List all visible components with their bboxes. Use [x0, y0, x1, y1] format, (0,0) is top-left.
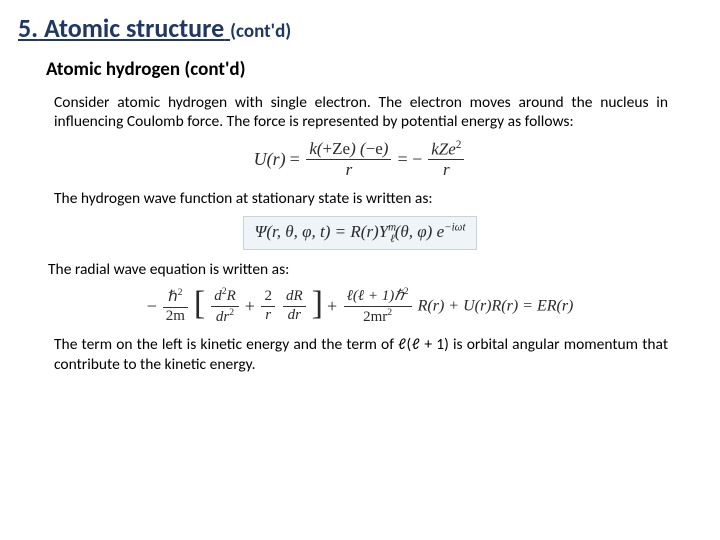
- subsection-title: Atomic hydrogen (cont'd): [46, 58, 702, 81]
- closing-paragraph: The term on the left is kinetic energy a…: [54, 335, 668, 374]
- eq1-lhs: U(r): [254, 149, 286, 169]
- title-number: 5.: [18, 12, 38, 44]
- title-main: Atomic structure: [44, 12, 224, 44]
- wavefunction-intro: The hydrogen wave function at stationary…: [54, 189, 668, 208]
- wavefunction-equation: Ψ(r, θ, φ, t) = R(r)Ymℓ(θ, φ) e−iωt: [18, 216, 702, 249]
- closing-term: ℓ(ℓ + 1): [398, 335, 449, 354]
- radial-wave-equation: − ℏ2 2m [ d2R dr2 + 2 r dR dr ] + ℓ(ℓ + …: [18, 287, 702, 326]
- radial-intro: The radial wave equation is written as:: [48, 260, 662, 279]
- intro-paragraph: Consider atomic hydrogen with single ele…: [54, 93, 668, 132]
- section-title: 5. Atomic structure (cont'd): [18, 12, 702, 44]
- title-suffix: (cont'd): [230, 20, 291, 43]
- closing-a: The term on the left is kinetic energy a…: [54, 335, 398, 354]
- potential-energy-equation: U(r) = k(+Ze) (−e) r = − kZe2 r: [18, 140, 702, 179]
